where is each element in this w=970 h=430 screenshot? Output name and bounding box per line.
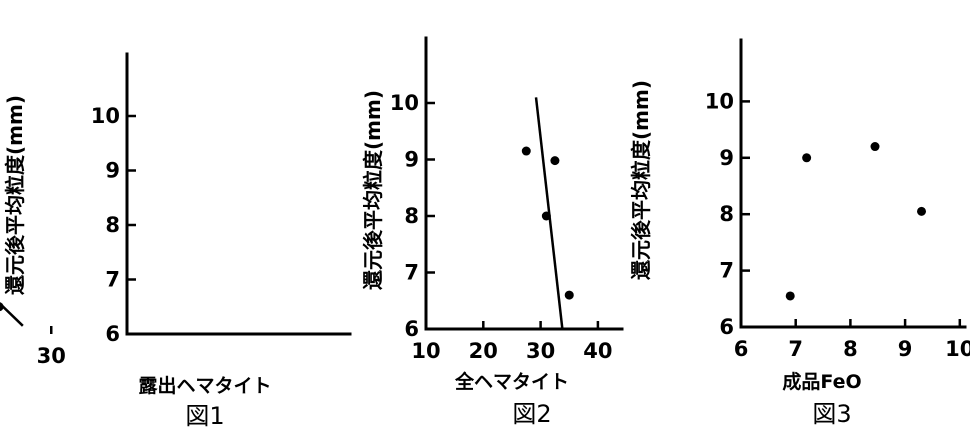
axes — [739, 38, 967, 329]
x-tick-label: 40 — [583, 339, 612, 363]
x-axis-label: 露出ヘマタイト — [138, 374, 271, 397]
x-tick-label: 30 — [37, 344, 66, 368]
y-tick-label: 6 — [404, 317, 419, 341]
axes — [424, 36, 624, 331]
x-tick-label: 10 — [945, 337, 970, 361]
y-tick-label: 7 — [105, 268, 120, 292]
data-point — [521, 146, 531, 156]
figure-caption: 図3 — [812, 400, 851, 428]
data-point — [785, 291, 795, 301]
y-tick-label: 8 — [719, 202, 734, 226]
x-axis-label: 成品FeO — [782, 370, 861, 393]
x-tick-label: 20 — [469, 339, 498, 363]
x-tick-label: 8 — [843, 337, 858, 361]
y-tick-label: 8 — [404, 204, 419, 228]
y-tick-label: 10 — [705, 89, 734, 113]
chart-3: 6 7 8 9 10 6 7 8 9 10 還元後平均粒度(mm) 成品FeO 図3 — [629, 38, 970, 428]
y-tick-label: 8 — [105, 213, 120, 237]
y-tick-label: 6 — [105, 322, 120, 346]
data-point — [917, 206, 927, 216]
data-point — [0, 302, 4, 312]
y-tick-label: 7 — [719, 259, 734, 283]
y-tick-label: 9 — [719, 146, 734, 170]
data-point — [870, 142, 880, 152]
y-tick-label: 6 — [719, 315, 734, 339]
data-point — [541, 211, 551, 221]
figure-caption: 図2 — [512, 400, 551, 428]
y-axis-label: 還元後平均粒度(mm) — [3, 95, 27, 295]
x-tick-label: 7 — [788, 337, 803, 361]
y-axis-label: 還元後平均粒度(mm) — [361, 90, 385, 290]
x-tick-label: 6 — [734, 337, 749, 361]
axes — [125, 52, 352, 336]
y-tick-label: 9 — [404, 148, 419, 172]
x-axis-label: 全ヘマタイト — [454, 370, 569, 393]
y-tick-label: 9 — [105, 159, 120, 183]
data-point — [802, 153, 812, 163]
x-tick-label: 9 — [898, 337, 913, 361]
y-tick-label: 7 — [404, 261, 419, 285]
y-tick-label: 10 — [390, 91, 419, 115]
figure-caption: 図1 — [185, 402, 224, 430]
x-tick-label: 10 — [411, 339, 440, 363]
data-point — [550, 156, 560, 166]
x-tick-label: 30 — [526, 339, 555, 363]
data-point — [564, 290, 574, 300]
y-tick-label: 10 — [91, 104, 120, 128]
y-axis-label: 還元後平均粒度(mm) — [629, 80, 653, 280]
